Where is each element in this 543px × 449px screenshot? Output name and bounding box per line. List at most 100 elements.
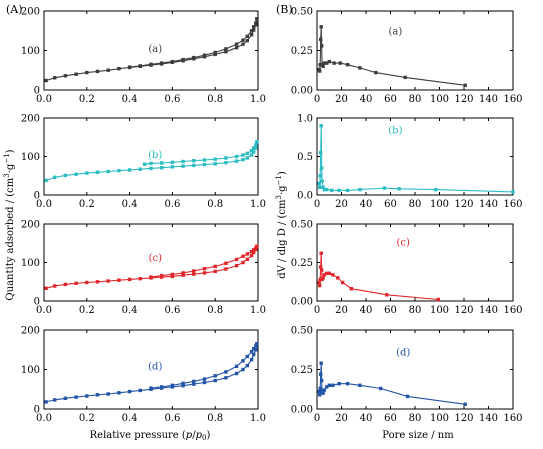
data-point (345, 188, 350, 193)
y-tick-label: 0.25 (291, 258, 313, 269)
data-point (85, 171, 89, 175)
data-point (181, 381, 185, 385)
x-tick-label: 100 (430, 305, 449, 316)
data-point (327, 59, 331, 64)
y-tick-label: 0 (34, 191, 40, 202)
y-tick-label: 0 (34, 297, 40, 308)
data-point (127, 168, 132, 172)
chart-panel-b-1: 0 20 40 60 80 100 120 140 160 0.0 0.5 1.0 (b) (297, 114, 522, 211)
data-point (117, 169, 121, 173)
series-label: (d) (396, 347, 410, 358)
data-point (338, 61, 342, 65)
x-tick-label: 20 (335, 94, 348, 105)
data-point (117, 278, 121, 282)
data-point (241, 367, 245, 372)
data-point (249, 350, 254, 354)
y-tick-label: 200 (21, 220, 40, 231)
data-point (436, 297, 440, 302)
chart-panel-b-3: 0 20 40 60 80 100 120 140 160 0.00 0.25 0.50 (d) (291, 326, 523, 425)
data-point (245, 34, 249, 38)
data-point (181, 271, 185, 275)
data-point (322, 187, 327, 192)
data-point (224, 47, 228, 51)
data-point (63, 74, 68, 78)
data-point (106, 169, 110, 174)
data-point (318, 386, 322, 391)
data-point (241, 42, 245, 46)
panel-tag-b: (B) (276, 3, 293, 16)
data-point (63, 282, 68, 287)
data-point (331, 273, 335, 277)
x-tick-label: 0 (314, 305, 320, 316)
data-point (181, 159, 185, 164)
data-point (320, 268, 324, 272)
data-point (325, 271, 329, 275)
data-point (234, 159, 239, 163)
data-point (95, 170, 100, 174)
data-point (170, 59, 175, 64)
x-tick-label: 80 (409, 305, 422, 316)
data-point (317, 389, 321, 394)
data-point (318, 174, 322, 178)
data-point (224, 261, 228, 265)
data-point (202, 53, 207, 57)
data-point (213, 378, 217, 383)
series-label: (d) (148, 362, 162, 373)
chart-panel-a-3: 0.0 0.2 0.4 0.6 0.8 1.0 0 100 200 (d) (21, 326, 266, 425)
data-point (254, 146, 258, 150)
data-point (254, 344, 258, 348)
data-point (181, 164, 185, 168)
series-label: (c) (397, 238, 411, 249)
x-tick-label: 1.0 (250, 94, 266, 105)
data-point (160, 166, 164, 170)
data-point (95, 280, 100, 284)
data-point (106, 68, 110, 72)
data-point (317, 181, 321, 186)
data-point (255, 140, 259, 144)
data-point (234, 154, 239, 159)
x-tick-label: 80 (409, 413, 422, 424)
data-point (241, 254, 245, 258)
x-tick-label: 0.0 (36, 305, 52, 316)
x-tick-label: 0.4 (122, 413, 138, 424)
series-label: (b) (388, 125, 402, 136)
data-point (127, 277, 132, 282)
data-point (149, 166, 153, 171)
data-point (463, 402, 467, 406)
data-point (224, 50, 228, 54)
y-tick-label: 0 (34, 405, 40, 416)
data-point (249, 29, 254, 33)
y-tick-label: 0.50 (291, 220, 313, 231)
data-point (213, 269, 217, 274)
data-point (138, 167, 142, 171)
data-point (403, 75, 407, 80)
y-tick-label: 0.50 (291, 326, 313, 337)
data-point (149, 275, 153, 279)
data-point (252, 250, 256, 255)
data-point (319, 265, 323, 269)
data-point (397, 187, 401, 191)
x-tick-label: 0.8 (207, 94, 223, 105)
data-point (213, 157, 217, 161)
data-point (379, 386, 383, 391)
x-tick-label: 120 (454, 413, 473, 424)
data-point (319, 372, 323, 376)
series-label: (a) (148, 44, 162, 55)
data-point (74, 395, 78, 399)
data-point (245, 38, 249, 43)
data-point (85, 280, 89, 285)
left-x-axis-label: Relative pressure (p/p0) (90, 430, 211, 442)
data-point (245, 257, 249, 262)
x-tick-label: 40 (360, 305, 373, 316)
y-tick-label: 0 (34, 86, 40, 97)
data-point (53, 398, 57, 402)
data-point (325, 187, 329, 192)
data-point (322, 273, 327, 277)
y-tick-label: 0.5 (297, 152, 313, 163)
data-point (254, 23, 258, 27)
data-point (254, 246, 258, 250)
x-tick-label: 0.2 (79, 413, 95, 424)
data-point (44, 178, 48, 183)
data-point (234, 257, 239, 262)
